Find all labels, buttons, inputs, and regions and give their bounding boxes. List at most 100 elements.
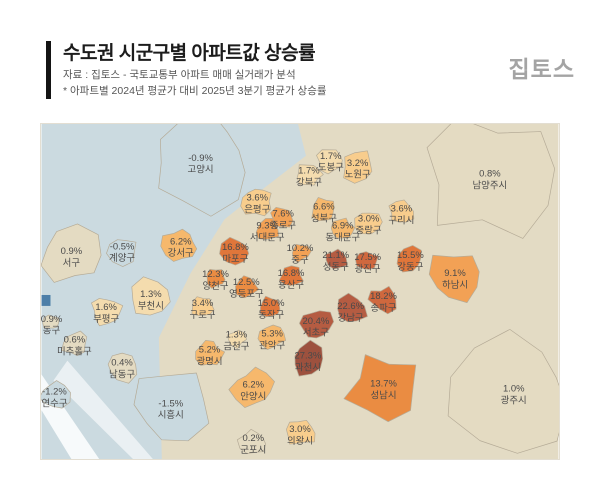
- region-value-label: 0.8%: [479, 169, 501, 180]
- region-계양구: [106, 239, 137, 267]
- region-성동구: [325, 248, 348, 270]
- region-value-label: 3.0%: [289, 424, 311, 435]
- region-name-label: 강북구: [296, 178, 322, 189]
- region-value-label: 1.3%: [140, 289, 162, 300]
- region-value-label: 7.6%: [272, 208, 294, 219]
- region-name-label: 중구: [291, 255, 309, 266]
- region-value-label: 18.2%: [370, 291, 397, 302]
- map-canvas: -0.9%고양시 0.8%남양주시 1.0%광주시 -1.5%시흥시 13.7%성남시 9…: [41, 124, 559, 459]
- region-name-label: 관악구: [259, 340, 285, 352]
- region-동작구: [260, 295, 281, 318]
- region-name-label: 송파구: [370, 303, 396, 314]
- region-시흥시: [133, 372, 210, 442]
- brand-logo: 집토스: [508, 56, 575, 82]
- sea-streak: [53, 360, 153, 459]
- region-name-label: 종로구: [270, 220, 296, 231]
- region-송파구: [367, 285, 397, 315]
- region-강남구: [337, 292, 368, 323]
- region-성남시: [343, 354, 417, 423]
- region-name-label: 광명시: [197, 356, 223, 368]
- region-value-label: 1.3%: [226, 330, 248, 341]
- region-value-label: 6.9%: [332, 220, 354, 231]
- region-중구: [291, 243, 312, 264]
- region-value-label: 6.6%: [313, 201, 335, 212]
- region-value-label: 10.2%: [287, 243, 314, 254]
- region-name-label: 성북구: [311, 213, 337, 224]
- region-name-label: 안양시: [240, 391, 266, 402]
- region-value-label: 20.4%: [303, 316, 330, 327]
- region-value-label: 3.4%: [192, 298, 214, 309]
- harbor-patch: [41, 294, 51, 306]
- region-안양시: [228, 366, 275, 408]
- region-노원구: [343, 150, 373, 184]
- region-value-label: 9.3%: [256, 220, 278, 231]
- region-종로구: [270, 206, 294, 228]
- region-name-label: 의왕시: [287, 436, 313, 447]
- region-name-label: 동구: [43, 326, 61, 337]
- region-value-label: 16.8%: [222, 242, 249, 253]
- region-name-label: 동대문구: [325, 232, 360, 243]
- region-동구: [42, 314, 59, 329]
- region-군포시: [236, 428, 266, 454]
- region-value-label: 27.3%: [295, 351, 322, 362]
- region-name-label: 하남시: [442, 280, 468, 291]
- region-value-label: 0.9%: [41, 314, 63, 325]
- region-name-label: 마포구: [222, 254, 248, 265]
- region-고양시: [158, 124, 246, 217]
- region-value-label: 15.5%: [397, 250, 424, 261]
- region-value-label: 0.9%: [61, 246, 83, 257]
- region-서대문구: [255, 217, 280, 240]
- region-name-label: 계양구: [109, 252, 135, 264]
- region-value-label: 3.0%: [358, 213, 380, 224]
- region-name-label: 금천구: [223, 342, 249, 353]
- region-과천시: [294, 339, 324, 377]
- page-title: 수도권 시군구별 아파트값 상승률: [63, 43, 316, 64]
- region-name-label: 서구: [63, 258, 81, 269]
- region-강서구: [160, 228, 198, 262]
- region-name-label: 고양시: [188, 165, 214, 176]
- region-서초구: [299, 310, 335, 339]
- region-남동구: [107, 352, 138, 384]
- region-name-label: 도봉구: [318, 163, 344, 174]
- region-value-label: 12.5%: [233, 277, 260, 288]
- region-영등포구: [235, 275, 260, 299]
- region-광진구: [355, 251, 379, 270]
- region-name-label: 은평구: [244, 204, 270, 215]
- region-name-label: 남동구: [109, 369, 135, 380]
- title-accent-bar: [46, 41, 51, 99]
- region-value-label: -1.2%: [42, 386, 67, 397]
- region-value-label: 9.1%: [444, 268, 466, 279]
- region-value-label: 3.2%: [347, 158, 369, 169]
- region-value-label: 5.2%: [199, 345, 221, 356]
- region-name-label: 시흥시: [158, 409, 184, 421]
- region-value-label: 6.2%: [170, 236, 192, 247]
- region-value-label: -0.5%: [110, 241, 135, 252]
- region-서구: [41, 223, 102, 283]
- region-name-label: 영등포구: [229, 289, 264, 300]
- region-양천구: [206, 268, 226, 289]
- region-name-label: 과천시: [295, 363, 321, 374]
- region-name-label: 남양주시: [472, 181, 507, 192]
- region-하남시: [428, 254, 480, 303]
- region-name-label: 중랑구: [356, 224, 382, 236]
- region-name-label: 성남시: [370, 390, 396, 401]
- region-name-label: 강서구: [168, 248, 194, 259]
- region-value-label: 3.6%: [246, 193, 268, 204]
- region-value-label: 3.6%: [391, 203, 413, 214]
- region-value-label: -1.5%: [158, 398, 183, 409]
- region-value-label: 16.8%: [278, 268, 305, 279]
- region-name-label: 광진구: [355, 263, 381, 275]
- region-value-label: 15.0%: [258, 298, 285, 309]
- region-name-label: 연수구: [41, 398, 67, 409]
- region-name-label: 동작구: [258, 310, 284, 321]
- region-동대문구: [330, 217, 356, 239]
- region-value-label: 17.5%: [354, 252, 381, 263]
- region-value-label: 1.6%: [95, 302, 117, 313]
- region-value-label: 22.6%: [337, 301, 364, 312]
- region-광명시: [195, 339, 225, 366]
- region-부평구: [91, 298, 124, 327]
- region-value-label: 6.2%: [243, 379, 265, 390]
- region-구리시: [388, 199, 415, 223]
- region-name-label: 강동구: [397, 262, 423, 273]
- region-name-label: 용산구: [278, 280, 304, 291]
